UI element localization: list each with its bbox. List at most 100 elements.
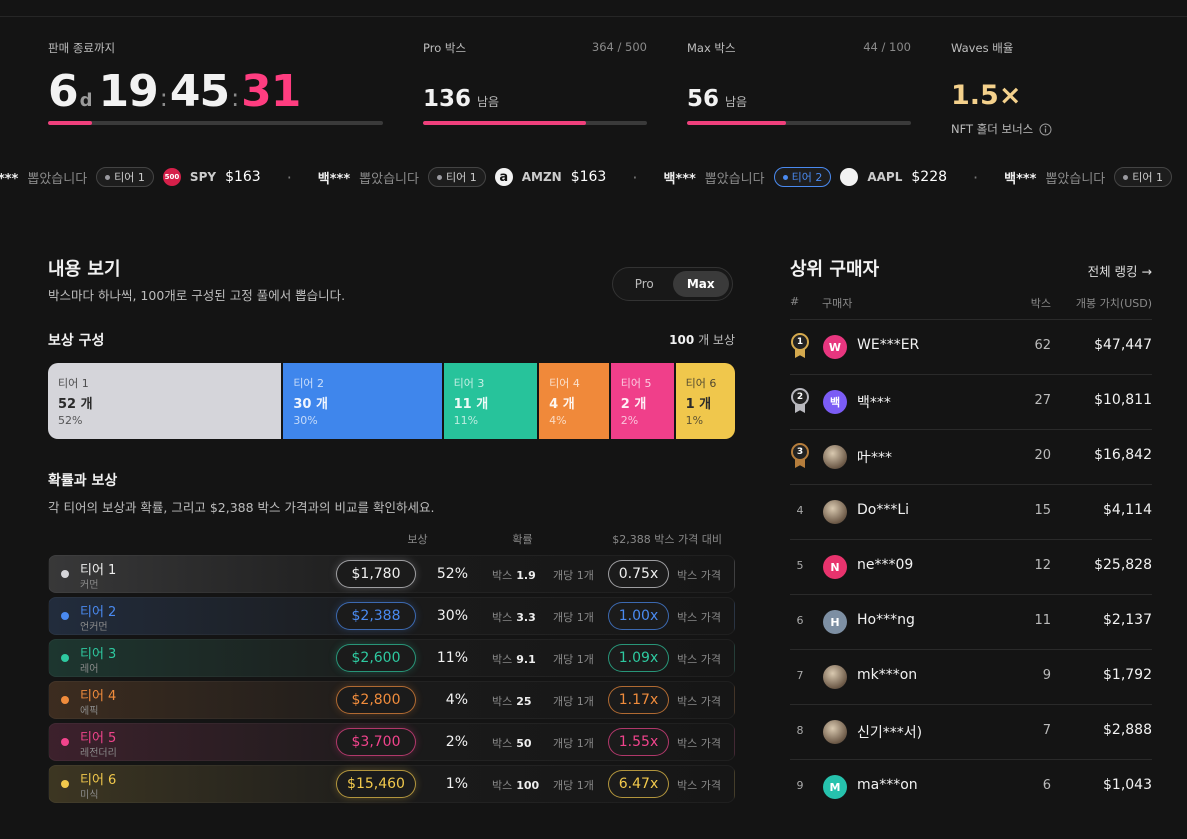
count-unit: 개 [562,397,575,412]
box-count: 1.9 [516,569,536,582]
ratio-label: 박스 가격 [677,569,721,582]
price: $228 [911,169,948,185]
tier-dot [436,174,442,180]
tier-dot [1123,174,1129,180]
toggle-max[interactable]: Max [672,271,729,297]
segment-count: 1 개 [686,393,725,412]
ranking-title: 상위 구매자 [790,259,880,280]
buyer-name: 신기***서) [857,725,923,741]
box-count: 7 [1042,723,1051,738]
buyer-name: mk***on [857,667,918,683]
segment-share: 30% [293,414,318,427]
ticker: 백*** 뽑았습니다 티어 1 500 SPY $163 · 백*** 뽑았습니다 티어 1 a AM… [0,165,1173,189]
ratio: 1.00x [608,602,669,630]
rank: 4 [796,504,804,517]
rarity: 커먼 [80,580,99,591]
per-label: 개당 1개 [553,779,594,792]
user: 백*** [0,171,19,187]
odds-row: 티어 4 에픽 $2,800 4% 박스 25 개당 1개 1.17x 박스 가격 [48,681,735,719]
box-count: 27 [1034,393,1051,408]
ratio: 0.75x [608,560,669,588]
probability: 1% [445,776,468,792]
per-label: 개당 1개 [553,569,594,582]
count: 1 [685,397,695,412]
rarity: 에픽 [80,706,99,717]
note-row: NFT 홀더 보너스 [951,121,1052,137]
segment-share: 2% [620,414,639,427]
total: 500 [625,40,647,54]
countdown-track [48,121,383,125]
remaining-count: 136 [423,86,472,112]
toggle-pro[interactable]: Pro [634,277,654,291]
segment: 티어 1 52 개 52% [48,363,282,439]
stock-fill [423,121,587,125]
medal: 3 [791,443,809,461]
count: 11 [453,397,472,412]
segment-count: 30 개 [293,393,431,412]
opened-value: $2,137 [1103,612,1152,628]
action: 뽑았습니다 [704,171,765,187]
ranking-row: 1 W WE***ER 62 $47,447 [790,319,1152,374]
opened-value: $2,888 [1103,722,1152,738]
action: 뽑았습니다 [1045,171,1106,187]
box-label: 박스 [492,611,513,624]
box-count: 25 [516,695,532,708]
remaining: 136 남음 [423,86,499,112]
separator: · [632,167,638,187]
per-label: 개당 1개 [553,737,594,750]
sold-count: 364 / 500 [592,40,647,56]
rank: 7 [796,669,804,682]
buyer-name: ne***09 [857,557,914,573]
sold: 44 [863,40,878,54]
count: 30 [293,397,312,412]
box-label: Pro 박스 [423,41,467,55]
of: / [617,40,622,54]
ratio-label: 박스 가격 [677,737,721,750]
symbol: AAPL [867,170,903,184]
action: 뽑았습니다 [359,171,419,187]
tier-name: 티어 2 [80,605,117,620]
countdown-fill [48,121,92,125]
box-count: 3.3 [516,611,536,624]
avatar: 백 [823,390,847,414]
info-icon[interactable] [1039,123,1052,136]
note: NFT 홀더 보너스 [951,122,1034,136]
tier: 티어 1 [445,171,477,184]
tier-pill: 티어 1 [427,167,486,187]
avatar [823,720,847,744]
logo: 500 [162,168,181,186]
segment-count: 11 개 [454,393,528,412]
column-header: 보상 [407,533,428,546]
segment-count: 52 개 [58,393,271,412]
sold-count: 44 / 100 [863,40,911,56]
segment-tier: 티어 1 [58,377,89,390]
ratio-label: 박스 가격 [677,611,721,624]
boxes: 박스 25 [492,693,532,709]
boxes: 박스 3.3 [492,609,536,625]
ratio-label: 박스 가격 [677,653,721,666]
medal-ribbon [795,404,805,413]
box-count: 62 [1034,338,1051,353]
box-count: 12 [1034,558,1051,573]
box-count: 6 [1042,778,1051,793]
ranking-link[interactable]: 전체 랭킹 → [1087,264,1152,279]
opened-value: $1,792 [1103,667,1152,683]
days: 6 [48,66,79,117]
symbol: AMZN [521,170,562,184]
ranking-row: 2 백 백*** 27 $10,811 [790,374,1152,429]
multiplier: 1.5× [951,80,1022,111]
price: $163 [225,169,261,185]
symbol: SPY [189,170,217,184]
ticker-item: 백*** 뽑았습니다 티어 1 [1004,167,1173,187]
tier-dot [61,738,69,746]
composition-title: 보상 구성 [48,333,105,349]
ratio-label: 박스 가격 [677,779,721,792]
column-header: 구매자 [822,297,853,310]
section-subtitle: 박스마다 하나씩, 100개로 구성된 고정 풀에서 뽑습니다. [48,288,346,303]
clock: 6 d 19:45:31 [48,66,301,117]
ticker-item: 백*** 뽑았습니다 티어 1 a AMZN $163 [318,167,606,187]
count-unit: 개 [476,397,489,412]
tier-dot [61,780,69,788]
